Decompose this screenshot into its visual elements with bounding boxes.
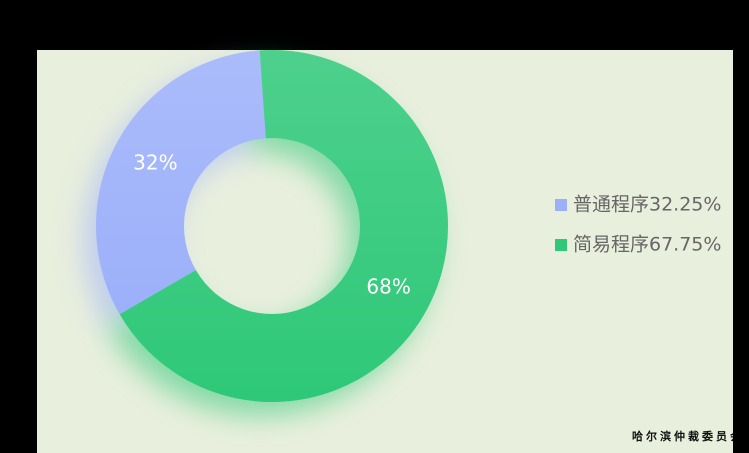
slice-shade bbox=[96, 50, 266, 315]
data-label: 68% bbox=[366, 274, 410, 298]
slice-shade bbox=[119, 49, 449, 402]
legend-swatch bbox=[555, 199, 567, 211]
data-label: 32% bbox=[133, 151, 177, 175]
legend-label: 普通程序32.25% bbox=[573, 194, 721, 216]
labels: 32% 68% bbox=[133, 151, 411, 299]
watermark: 哈尔滨仲裁委员会 bbox=[632, 429, 744, 443]
legend-swatch bbox=[555, 239, 567, 251]
slices bbox=[96, 49, 449, 402]
legend-label: 简易程序67.75% bbox=[573, 234, 721, 256]
watermark-group: 哈尔滨仲裁委员会 bbox=[632, 429, 744, 443]
legend: 普通程序32.25% 简易程序67.75% bbox=[555, 194, 721, 256]
